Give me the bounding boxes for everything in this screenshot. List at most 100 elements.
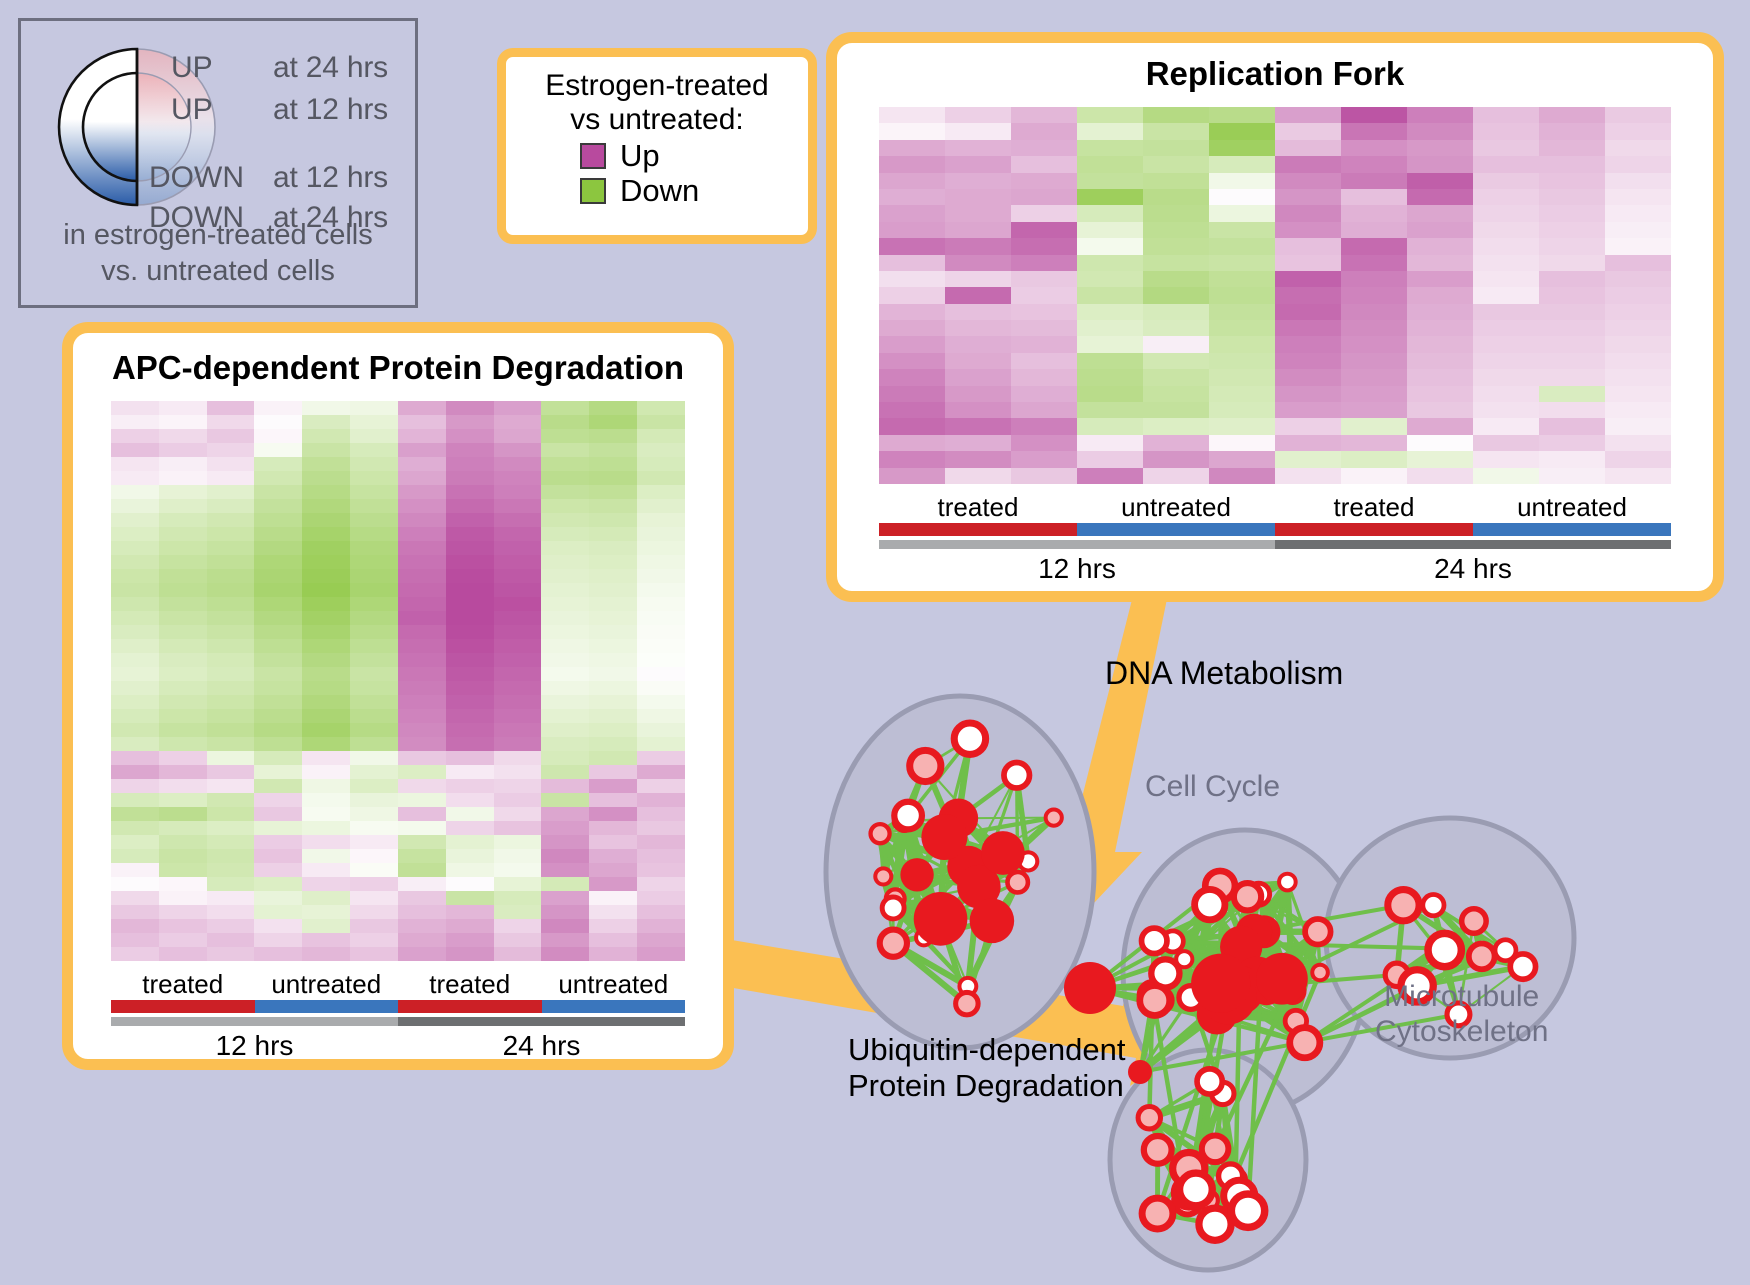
heatmap-cell (589, 415, 637, 429)
heatmap-cell (1011, 255, 1077, 271)
network-node[interactable] (1388, 890, 1419, 921)
network-node[interactable] (956, 992, 978, 1014)
network-node[interactable] (900, 858, 933, 891)
heatmap-cell (879, 320, 945, 336)
network-node[interactable] (880, 930, 907, 957)
network-node[interactable] (875, 868, 891, 884)
heatmap-cell (1539, 255, 1605, 271)
network-node[interactable] (910, 750, 941, 781)
heatmap-cell (1011, 353, 1077, 369)
heatmap-cell (254, 933, 302, 947)
heatmap-cell (1011, 287, 1077, 303)
network-node[interactable] (1128, 1060, 1152, 1084)
heatmap-cell (207, 569, 255, 583)
network-node[interactable] (954, 723, 985, 754)
heatmap-cell (494, 835, 542, 849)
network-node[interactable] (981, 831, 1025, 875)
heatmap-cell (1473, 336, 1539, 352)
heatmap-cell (637, 793, 685, 807)
network-node[interactable] (1428, 933, 1461, 966)
network-node[interactable] (921, 814, 967, 860)
network-node[interactable] (1142, 928, 1167, 953)
heatmap-cell (254, 639, 302, 653)
legend-title-line1: Estrogen-treated (506, 69, 808, 103)
heatmap-cell (446, 513, 494, 527)
network-node[interactable] (871, 824, 890, 843)
heatmap-cell (541, 527, 589, 541)
network-node[interactable] (1202, 1136, 1229, 1163)
heatmap-cell (637, 415, 685, 429)
heatmap-cell (541, 751, 589, 765)
heatmap-cell (398, 751, 446, 765)
network-node[interactable] (1256, 953, 1308, 1005)
heatmap-cell (446, 849, 494, 863)
network-node[interactable] (1004, 763, 1030, 789)
heatmap-cell (1209, 107, 1275, 123)
network-node[interactable] (1462, 909, 1486, 933)
network-node[interactable] (1510, 954, 1535, 979)
heatmap-cell (589, 555, 637, 569)
network-node[interactable] (970, 899, 1015, 944)
heatmap-cell (494, 709, 542, 723)
network-node[interactable] (1469, 943, 1495, 969)
network-node[interactable] (1140, 986, 1170, 1016)
heatmap-cell (1143, 386, 1209, 402)
heatmap-cell (1143, 402, 1209, 418)
heatmap-cell (589, 877, 637, 891)
network-node[interactable] (882, 897, 904, 919)
network-node[interactable] (1423, 895, 1444, 916)
heatmap-cell (1341, 435, 1407, 451)
network-node[interactable] (1191, 954, 1250, 1013)
heatmap-cell (159, 597, 207, 611)
heatmap-cell (879, 255, 945, 271)
heatmap-cell (589, 933, 637, 947)
heatmap-cell (254, 835, 302, 849)
network-node[interactable] (1138, 1107, 1160, 1129)
network-node[interactable] (1064, 962, 1116, 1014)
network-node[interactable] (1312, 965, 1328, 981)
network-node[interactable] (1046, 810, 1062, 826)
heatmap-cell (207, 485, 255, 499)
heatmap-cell (589, 667, 637, 681)
network-node[interactable] (1305, 919, 1331, 945)
heatmap-cell (398, 555, 446, 569)
network-node[interactable] (1199, 1208, 1231, 1240)
network-node[interactable] (1231, 1194, 1264, 1227)
network-node[interactable] (1195, 889, 1225, 919)
network-node[interactable] (1197, 1069, 1222, 1094)
heatmap-cell (945, 336, 1011, 352)
heatmap-cell (1407, 107, 1473, 123)
heatmap-cell (350, 443, 398, 457)
heatmap-cell (494, 919, 542, 933)
network-node[interactable] (1180, 1173, 1213, 1206)
heatmap-cell (111, 695, 159, 709)
heatmap-cell (350, 499, 398, 513)
heatmap-cell (945, 156, 1011, 172)
heatmap-cell (637, 513, 685, 527)
network-node[interactable] (1144, 1136, 1172, 1164)
heatmap-cell (207, 737, 255, 751)
heatmap-cell (1209, 320, 1275, 336)
network-node[interactable] (1007, 872, 1027, 892)
heatmap-cell (446, 611, 494, 625)
network-node[interactable] (1279, 874, 1296, 891)
heatmap-cell (254, 471, 302, 485)
heatmap-cell (1605, 320, 1671, 336)
heatmap-cell (398, 611, 446, 625)
heatmap-cell (589, 709, 637, 723)
heatmap-cell (589, 849, 637, 863)
heatmap-cell (1539, 320, 1605, 336)
heatmap-cell (494, 639, 542, 653)
network-node[interactable] (1142, 1198, 1173, 1229)
heatmap-cell (541, 401, 589, 415)
heatmap-cell (254, 807, 302, 821)
network-node[interactable] (1290, 1028, 1320, 1058)
heatmap-cell (945, 451, 1011, 467)
time-labels-replication-fork: 12 hrs 24 hrs (879, 553, 1671, 585)
heatmap-cell (589, 835, 637, 849)
heatmap-cell (350, 625, 398, 639)
heatmap-cell (350, 583, 398, 597)
network-node[interactable] (894, 802, 922, 830)
network-node[interactable] (914, 892, 968, 946)
heatmap-cell (159, 835, 207, 849)
